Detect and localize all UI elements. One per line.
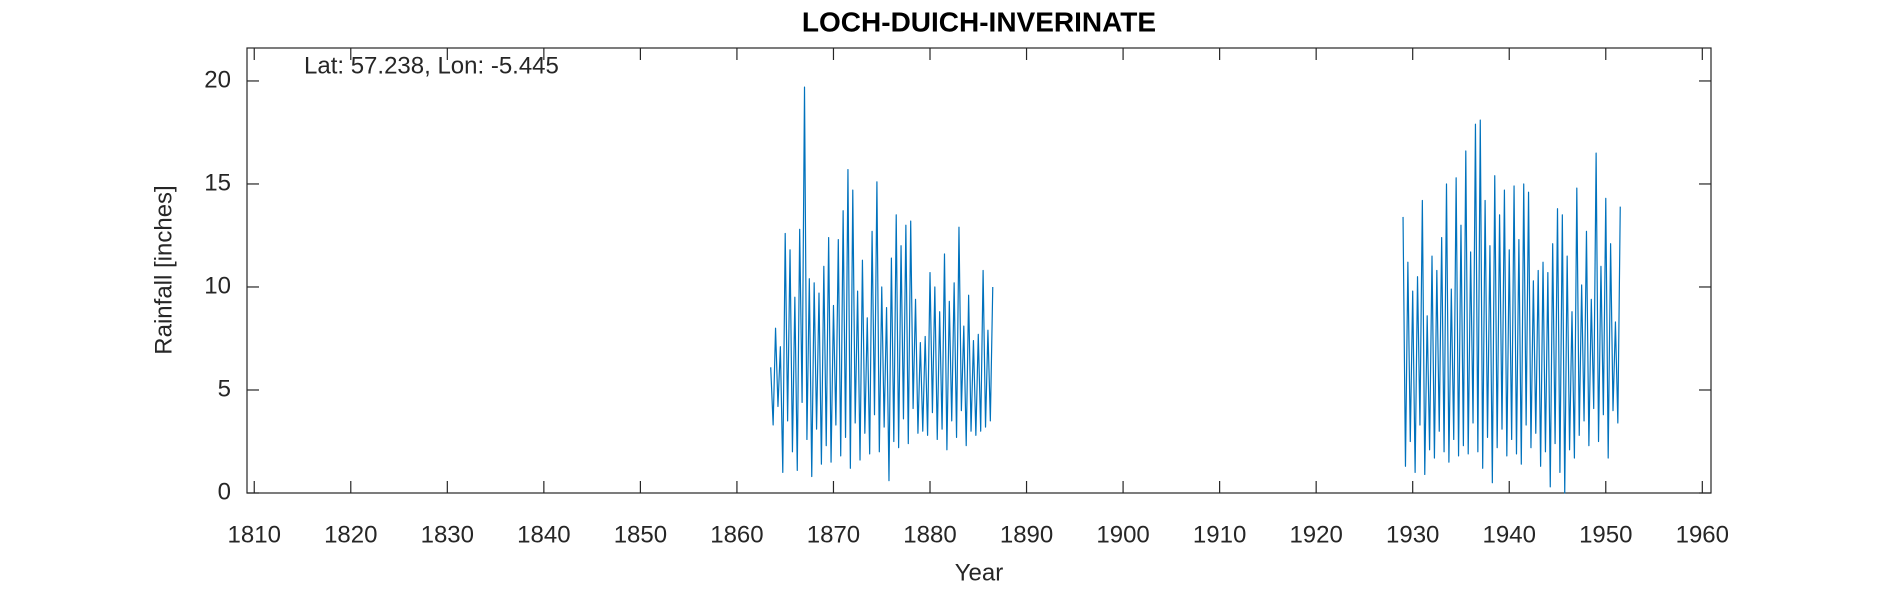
line-series bbox=[770, 86, 994, 482]
x-tick-label: 1940 bbox=[1483, 521, 1536, 548]
x-tick-label: 1910 bbox=[1193, 521, 1246, 548]
y-tick-label: 0 bbox=[218, 478, 231, 505]
x-tick-label: 1840 bbox=[517, 521, 570, 548]
chart-title: LOCH-DUICH-INVERINATE bbox=[802, 6, 1156, 37]
y-tick-label: 5 bbox=[218, 375, 231, 402]
x-tick-label: 1920 bbox=[1289, 521, 1342, 548]
x-tick-label: 1850 bbox=[614, 521, 667, 548]
x-tick-label: 1870 bbox=[807, 521, 860, 548]
y-tick-label: 15 bbox=[204, 169, 231, 196]
x-tick-label: 1930 bbox=[1386, 521, 1439, 548]
x-tick-label: 1960 bbox=[1676, 521, 1729, 548]
x-tick-label: 1810 bbox=[228, 521, 281, 548]
annotation: Lat: 57.238, Lon: -5.445 bbox=[304, 52, 559, 79]
x-tick-label: 1900 bbox=[1096, 521, 1149, 548]
line-series bbox=[1402, 119, 1621, 494]
y-tick-label: 20 bbox=[204, 66, 231, 93]
x-axis-label: Year bbox=[955, 559, 1004, 586]
x-tick-label: 1860 bbox=[710, 521, 763, 548]
y-tick-label: 10 bbox=[204, 272, 231, 299]
axes-box bbox=[246, 47, 1712, 494]
x-tick-label: 1950 bbox=[1579, 521, 1632, 548]
x-tick-label: 1890 bbox=[1000, 521, 1053, 548]
x-tick-label: 1880 bbox=[903, 521, 956, 548]
y-axis-label: Rainfall [inches] bbox=[150, 185, 177, 354]
x-tick-label: 1830 bbox=[421, 521, 474, 548]
x-tick-label: 1820 bbox=[324, 521, 377, 548]
